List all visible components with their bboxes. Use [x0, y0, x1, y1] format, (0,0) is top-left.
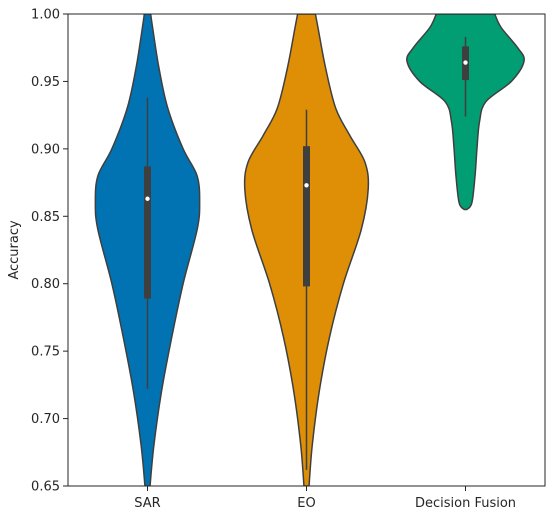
median-dot-decision-fusion [463, 60, 468, 65]
x-tick-label: SAR [134, 496, 160, 511]
y-tick-label: 0.75 [31, 345, 60, 360]
iqr-box-sar [144, 166, 151, 299]
y-tick-label: 0.70 [31, 412, 60, 427]
y-tick-label: 0.90 [31, 142, 60, 157]
y-tick-label: 0.95 [31, 75, 60, 90]
y-tick-label: 0.85 [31, 210, 60, 225]
y-tick-label: 0.80 [31, 277, 60, 292]
median-dot-eo [304, 183, 309, 188]
x-axis-ticks: SAR EO Decision Fusion [134, 486, 516, 511]
y-tick-label: 1.00 [31, 8, 60, 23]
y-tick-label: 0.65 [31, 480, 60, 495]
boxes-layer [144, 36, 469, 470]
y-axis-ticks: 0.65 0.70 0.75 0.80 0.85 0.90 0.95 1.00 [31, 8, 68, 495]
y-axis-label: Accuracy [7, 220, 22, 280]
x-tick-label: EO [297, 496, 315, 511]
iqr-box-eo [303, 146, 310, 287]
median-dot-sar [145, 196, 150, 201]
x-tick-label: Decision Fusion [415, 496, 516, 511]
